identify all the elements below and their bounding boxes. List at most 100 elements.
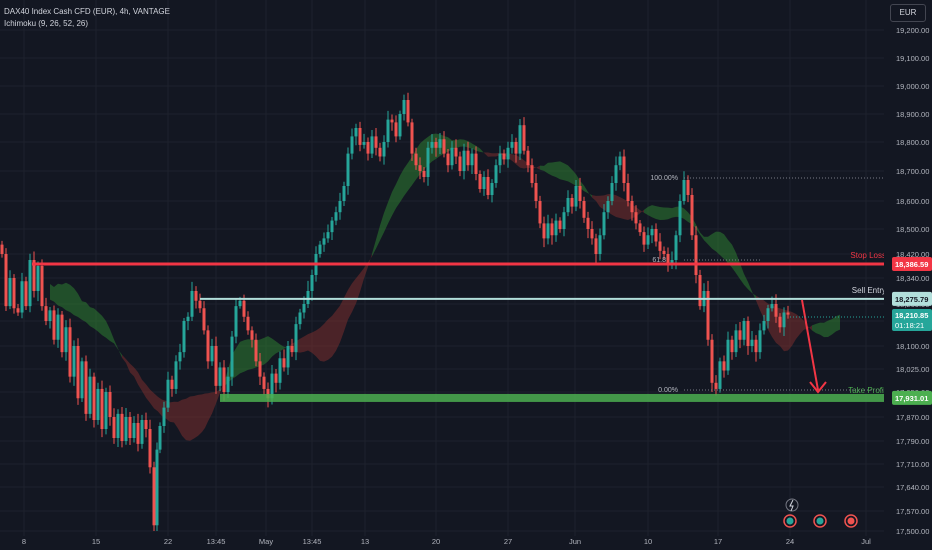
cloud-segment	[788, 310, 792, 351]
cloud-segment	[360, 268, 364, 292]
price-tick-label: 18,340.00	[896, 274, 929, 283]
candle-body	[322, 238, 326, 245]
candle-body	[574, 186, 578, 207]
time-tick-label: 15	[92, 537, 100, 546]
time-tick-label: 13:45	[303, 537, 322, 546]
bottom-tools[interactable]	[783, 498, 858, 528]
candle-body	[270, 373, 274, 399]
lightning-bolt-icon	[789, 499, 794, 512]
candle-body	[346, 153, 350, 186]
candle-body	[84, 361, 88, 414]
take-profit-price-tag-bg	[892, 390, 932, 405]
cloud-segment	[122, 354, 126, 363]
candle-body	[762, 321, 766, 331]
cloud-segment	[304, 334, 308, 352]
cloud-segment	[640, 209, 644, 214]
stop-loss-price-tag: 18,386.59	[895, 260, 928, 269]
cloud-segment	[684, 208, 688, 222]
cloud-segment	[648, 205, 652, 218]
candle-body	[386, 119, 390, 142]
candle-body	[238, 300, 242, 307]
candle-body	[382, 142, 386, 157]
cloud-segment	[364, 262, 368, 279]
price-tick-label: 17,500.00	[896, 527, 929, 536]
candle-body	[326, 232, 330, 239]
cloud-segment	[836, 314, 840, 332]
cloud-segment	[744, 273, 748, 290]
cloud-segment	[78, 293, 82, 320]
countdown-timer: 01:18:21	[895, 321, 924, 330]
candle-body	[354, 128, 358, 137]
candle-body	[250, 330, 254, 340]
cloud-segment	[792, 311, 796, 346]
price-tick-label: 18,100.00	[896, 342, 929, 351]
cloud-segment	[260, 337, 264, 367]
candle-body	[654, 229, 658, 242]
cloud-segment	[716, 231, 720, 256]
candle-body	[778, 316, 782, 328]
grid	[0, 0, 884, 536]
candle-body	[132, 423, 136, 438]
price-tick-label: 18,700.00	[896, 167, 929, 176]
sell-entry-price-tag-bg	[892, 291, 932, 306]
cloud-segment	[812, 323, 816, 334]
cloud-segment	[186, 396, 190, 441]
candle-body	[782, 312, 786, 328]
take-profit-zone	[220, 393, 884, 402]
candle-body	[518, 125, 522, 154]
cloud-segment	[62, 282, 66, 311]
sell-entry-price-tag: 18,275.79	[895, 295, 928, 304]
candle-body	[104, 392, 108, 429]
candle-body	[546, 223, 550, 239]
cloud-segment	[308, 332, 312, 353]
candle-body	[502, 153, 506, 160]
cloud-segment	[476, 145, 480, 152]
candle-body	[206, 330, 210, 362]
candle-body	[754, 339, 758, 353]
cloud-segment	[464, 139, 468, 148]
candle-body	[674, 235, 678, 260]
cloud-segment	[86, 302, 90, 327]
symbol-title[interactable]: DAX40 Index Cash CFD (EUR), 4h, VANTAGE	[4, 7, 170, 16]
time-tick-label: 20	[432, 537, 440, 546]
candle-body	[162, 407, 166, 426]
cloud-segment	[106, 321, 110, 342]
candle-body	[234, 306, 238, 337]
candle-body	[0, 244, 4, 254]
cloud-segment	[656, 206, 660, 221]
time-axis[interactable]: 8 15 22 13:45 May 13:45 13 20 27 Jun 10 17 24 Jul	[22, 537, 871, 546]
candle-body	[494, 165, 498, 183]
candle-body	[76, 346, 80, 399]
cloud-segment	[616, 195, 620, 219]
cloud-segment	[82, 301, 86, 323]
candle-body	[178, 352, 182, 362]
currency-button[interactable]: EUR	[890, 4, 926, 22]
candle-body	[182, 321, 186, 353]
cloud-segment	[820, 322, 824, 338]
indicator-label[interactable]: Ichimoku (9, 26, 52, 26)	[4, 19, 89, 28]
candle-body	[642, 232, 646, 245]
cloud-segment	[564, 163, 568, 182]
candle-body	[710, 339, 714, 383]
candle-body	[44, 306, 48, 321]
cloud-segment	[588, 192, 592, 198]
cloud-segment	[764, 300, 768, 330]
cloud-segment	[828, 319, 832, 337]
price-axis[interactable]: 19,200.00 19,100.00 19,000.00 18,900.00 18,8…	[884, 0, 932, 550]
candle-body	[318, 244, 322, 254]
candle-body	[290, 346, 294, 353]
candle-body	[52, 310, 56, 340]
cloud-segment	[320, 323, 324, 362]
cloud-segment	[400, 168, 404, 203]
cloud-segment	[808, 325, 812, 331]
candle-body	[646, 235, 650, 245]
candle-body	[306, 291, 310, 304]
cloud-segment	[276, 341, 280, 354]
cloud-segment	[488, 152, 492, 157]
cloud-segment	[268, 336, 272, 362]
cloud-segment	[352, 278, 356, 313]
candle-body	[72, 346, 76, 377]
cloud-segment	[584, 185, 588, 194]
